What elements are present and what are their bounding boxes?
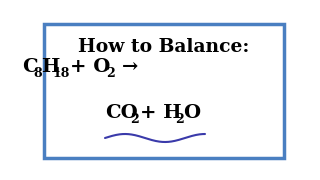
Text: 2: 2 bbox=[130, 113, 139, 126]
Text: 2: 2 bbox=[106, 67, 115, 80]
Text: 18: 18 bbox=[53, 67, 70, 80]
Text: O: O bbox=[183, 104, 200, 122]
Text: + O: + O bbox=[70, 58, 110, 76]
Text: 2: 2 bbox=[175, 113, 184, 126]
Text: + H: + H bbox=[140, 104, 182, 122]
Text: 8: 8 bbox=[33, 67, 42, 80]
Text: How to Balance:: How to Balance: bbox=[78, 38, 250, 56]
Text: C: C bbox=[22, 58, 38, 76]
Text: CO: CO bbox=[105, 104, 138, 122]
Text: H: H bbox=[41, 58, 60, 76]
Text: →: → bbox=[122, 58, 138, 76]
